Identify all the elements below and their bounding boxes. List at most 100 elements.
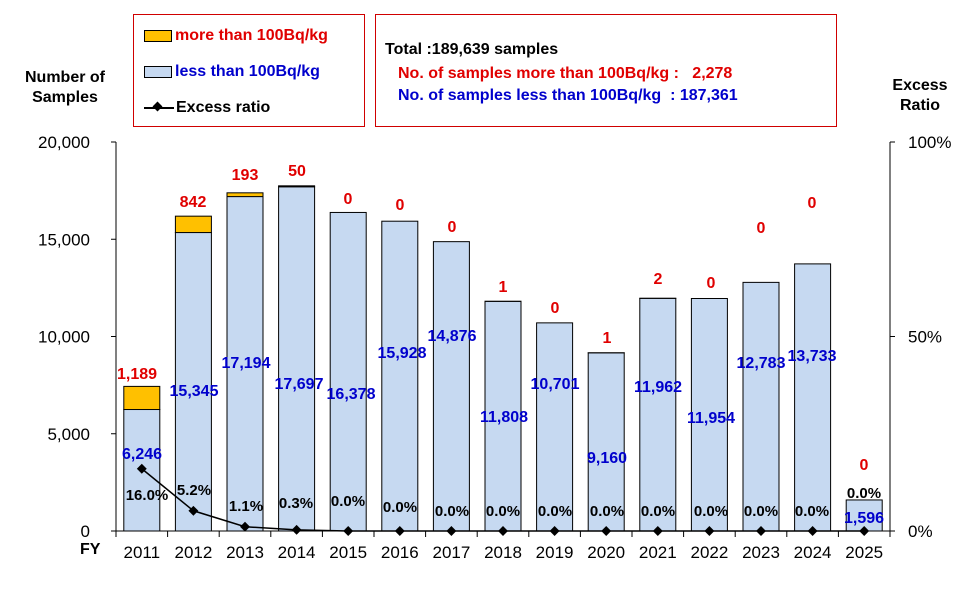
bar-more-than-100 bbox=[226, 192, 264, 198]
left-axis-tick-label: 0 bbox=[81, 522, 90, 541]
left-axis-title: Number of Samples bbox=[10, 68, 120, 108]
bar-more-than-100 bbox=[278, 185, 316, 188]
x-axis-tick-label: 2014 bbox=[278, 543, 316, 562]
left-axis-title-line2: Samples bbox=[32, 89, 98, 106]
data-label-more: 1 bbox=[499, 279, 508, 296]
data-label-more: 0 bbox=[860, 457, 869, 474]
data-label-more: 50 bbox=[288, 163, 306, 180]
data-label-ratio: 0.0% bbox=[744, 503, 778, 520]
excess-ratio-marker bbox=[859, 526, 870, 536]
data-label-ratio: 0.0% bbox=[383, 499, 417, 516]
excess-ratio-marker bbox=[136, 463, 147, 474]
right-axis-tick-label: 0% bbox=[908, 522, 933, 541]
data-label-ratio: 0.0% bbox=[435, 503, 469, 520]
data-label-less: 13,733 bbox=[788, 348, 837, 365]
data-label-ratio: 0.0% bbox=[795, 503, 829, 520]
x-axis-tick-label: 2016 bbox=[381, 543, 419, 562]
data-label-less: 10,701 bbox=[531, 376, 580, 393]
summary-less: No. of samples less than 100Bq/kg : 187,… bbox=[398, 87, 738, 104]
data-label-more: 0 bbox=[707, 275, 716, 292]
x-axis-tick-label: 2022 bbox=[690, 543, 728, 562]
x-axis-tick-label: 2015 bbox=[329, 543, 367, 562]
x-axis-tick-label: 2021 bbox=[639, 543, 677, 562]
bar-less-than-100 bbox=[845, 499, 883, 532]
legend-item-ratio: Excess ratio bbox=[144, 97, 270, 119]
bar-less-than-100 bbox=[432, 241, 470, 532]
excess-ratio-marker bbox=[240, 521, 250, 532]
legend-label-more: more than 100Bq/kg bbox=[175, 27, 328, 44]
bar-less-than-100 bbox=[329, 211, 367, 532]
right-axis-title-line2: Ratio bbox=[900, 97, 940, 114]
bar-less-than-100 bbox=[690, 297, 728, 532]
data-label-ratio: 5.2% bbox=[177, 482, 211, 499]
data-label-less: 11,808 bbox=[480, 409, 528, 426]
summary-box: Total :189,639 samples No. of samples mo… bbox=[375, 14, 837, 127]
data-label-more: 0 bbox=[551, 300, 560, 317]
right-axis-tick-label: 100% bbox=[908, 133, 951, 152]
excess-ratio-marker bbox=[446, 526, 457, 536]
data-label-less: 11,962 bbox=[634, 379, 682, 396]
data-label-more: 1 bbox=[603, 330, 612, 347]
bar-less-than-100 bbox=[742, 281, 780, 532]
data-label-ratio: 0.0% bbox=[590, 503, 624, 520]
excess-ratio-marker bbox=[601, 526, 612, 536]
excess-ratio-marker bbox=[394, 526, 405, 536]
data-label-less: 12,783 bbox=[737, 355, 786, 372]
x-axis-tick-label: 2024 bbox=[794, 543, 832, 562]
excess-ratio-marker bbox=[807, 526, 818, 536]
data-label-more: 0 bbox=[808, 195, 817, 212]
bar-less-than-100 bbox=[794, 263, 832, 532]
x-axis-tick-label: 2011 bbox=[124, 543, 161, 562]
line-marker-icon bbox=[144, 102, 174, 114]
data-label-less: 15,928 bbox=[378, 345, 427, 362]
data-label-less: 14,876 bbox=[428, 328, 477, 345]
summary-more: No. of samples more than 100Bq/kg : 2,27… bbox=[398, 65, 733, 82]
legend: more than 100Bq/kg less than 100Bq/kg Ex… bbox=[133, 14, 365, 127]
x-axis-tick-label: 2012 bbox=[174, 543, 212, 562]
data-label-ratio: 0.0% bbox=[486, 503, 520, 520]
bar-less-than-100 bbox=[381, 220, 419, 532]
data-label-less: 9,160 bbox=[587, 450, 627, 467]
data-label-more: 193 bbox=[232, 167, 259, 184]
x-axis-tick-label: 2013 bbox=[226, 543, 264, 562]
data-label-more: 0 bbox=[344, 191, 353, 208]
x-axis-tick-label: 2017 bbox=[432, 543, 470, 562]
data-label-more: 0 bbox=[448, 219, 457, 236]
bar-less-than-100 bbox=[278, 186, 316, 532]
x-axis-tick-label: 2023 bbox=[742, 543, 780, 562]
bar-less-than-100 bbox=[587, 352, 625, 532]
data-label-ratio: 16.0% bbox=[126, 487, 169, 504]
legend-label-ratio: Excess ratio bbox=[176, 99, 271, 116]
right-axis-tick-label: 50% bbox=[908, 328, 942, 347]
data-label-more: 2 bbox=[654, 271, 663, 288]
data-label-ratio: 0.0% bbox=[847, 485, 881, 502]
data-label-less: 17,194 bbox=[222, 355, 271, 372]
x-axis-tick-label: 2020 bbox=[587, 543, 625, 562]
summary-total: Total :189,639 samples bbox=[385, 41, 559, 58]
bar-less-than-100 bbox=[536, 322, 574, 532]
data-label-more: 1,189 bbox=[117, 366, 157, 383]
right-axis-title: Excess Ratio bbox=[880, 76, 960, 116]
data-label-more: 842 bbox=[180, 194, 207, 211]
left-axis-tick-label: 15,000 bbox=[38, 230, 90, 249]
data-label-less: 17,697 bbox=[275, 376, 324, 393]
data-label-less: 1,596 bbox=[844, 510, 884, 527]
bar-less-than-100 bbox=[226, 196, 264, 532]
legend-swatch-more bbox=[144, 30, 172, 42]
left-axis-title-line1: Number of bbox=[25, 69, 105, 86]
right-axis-title-line1: Excess bbox=[892, 77, 948, 94]
legend-item-more: more than 100Bq/kg bbox=[144, 25, 328, 47]
data-label-ratio: 0.0% bbox=[641, 503, 675, 520]
data-label-more: 0 bbox=[396, 197, 405, 214]
bar-more-than-100 bbox=[174, 215, 212, 234]
bar-less-than-100 bbox=[639, 297, 677, 532]
excess-ratio-marker bbox=[343, 526, 354, 536]
bar-more-than-100 bbox=[123, 385, 161, 411]
data-label-ratio: 0.0% bbox=[694, 503, 728, 520]
x-axis-tick-label: 2018 bbox=[484, 543, 522, 562]
legend-label-less: less than 100Bq/kg bbox=[175, 63, 320, 80]
excess-ratio-marker bbox=[704, 526, 715, 536]
excess-ratio-marker bbox=[498, 526, 508, 536]
data-label-ratio: 0.3% bbox=[279, 495, 313, 512]
